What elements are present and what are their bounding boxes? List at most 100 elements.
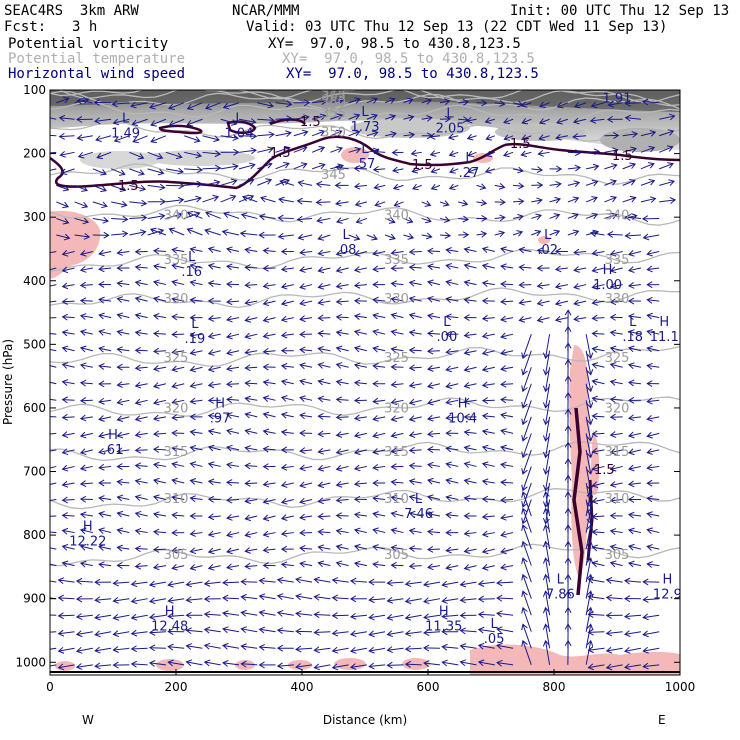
wind-arrow	[171, 429, 185, 437]
wind-arrow	[659, 113, 676, 121]
wind-arrow	[50, 614, 57, 616]
wind-arrow	[189, 262, 203, 270]
wind-arrow	[622, 130, 639, 138]
model-name: SEAC4RS 3km ARW	[4, 3, 139, 19]
wind-arrow	[280, 481, 294, 488]
wind-arrow	[189, 365, 203, 373]
wind-arrow	[390, 264, 404, 272]
wind-arrow	[500, 428, 514, 435]
wind-arrow	[335, 496, 349, 504]
wind-arrow	[61, 396, 75, 404]
wind-arrow	[531, 166, 544, 174]
wind-arrow	[459, 643, 477, 650]
wind-arrow	[147, 151, 164, 160]
wind-arrow	[94, 630, 112, 638]
wind-arrow	[202, 194, 220, 203]
wind-arrow	[609, 396, 623, 404]
wind-arrow	[112, 613, 130, 621]
theta-contour-label: 335	[384, 253, 409, 268]
wind-arrow	[623, 595, 641, 603]
y-tick-label: 500	[23, 337, 46, 351]
wind-arrow	[604, 132, 620, 139]
wind-arrow	[463, 429, 477, 436]
wind-arrow	[189, 331, 203, 339]
wind-arrow	[50, 664, 57, 667]
wind-arrow	[184, 166, 204, 174]
wind-arrow	[481, 397, 495, 404]
wind-arrow	[79, 464, 93, 472]
wind-arrow	[404, 580, 422, 588]
wind-arrow	[167, 612, 185, 620]
wind-arrow	[257, 131, 275, 139]
wind-arrow	[465, 116, 477, 124]
wind-arrow	[61, 431, 75, 439]
wind-arrow	[591, 395, 605, 403]
wind-arrow	[659, 145, 674, 153]
wind-arrow	[299, 544, 313, 552]
wind-arrow	[591, 266, 605, 274]
wind-arrow	[503, 134, 514, 141]
extremum-marker: H	[458, 396, 468, 411]
wind-arrow	[549, 229, 561, 237]
wind-arrow	[221, 229, 240, 236]
extremum-value: 11.35	[425, 619, 462, 634]
wind-arrow	[481, 349, 495, 356]
wind-arrow	[207, 381, 221, 389]
wind-arrow	[56, 217, 70, 225]
wind-arrow	[627, 313, 642, 321]
wind-arrow	[335, 431, 349, 438]
wind-arrow	[353, 182, 367, 190]
wind-arrow	[353, 448, 368, 456]
wind-arrow	[276, 644, 294, 652]
wind-arrow	[171, 348, 185, 356]
wind-arrow	[295, 593, 313, 601]
wind-arrow	[445, 348, 459, 356]
wind-arrow	[426, 347, 440, 355]
wind-arrow	[189, 461, 203, 468]
wind-arrow	[481, 547, 495, 555]
wind-arrow	[646, 312, 660, 320]
wind-arrow	[573, 101, 587, 109]
wind-arrow	[573, 299, 587, 307]
wind-arrow	[334, 181, 349, 189]
wind-arrow	[408, 545, 422, 553]
wind-arrow	[591, 330, 605, 338]
wind-arrow	[484, 117, 495, 124]
wind-arrow	[463, 461, 477, 468]
wind-arrow	[463, 529, 477, 537]
theta-contour-label: 360	[321, 95, 346, 110]
wind-arrow	[403, 233, 415, 240]
wind-arrow	[60, 168, 75, 176]
wind-arrow	[573, 266, 587, 273]
wind-arrow	[485, 150, 495, 158]
wind-arrow	[496, 594, 514, 602]
wind-arrow	[74, 201, 89, 209]
wind-arrow	[111, 230, 129, 238]
wind-arrow	[112, 118, 130, 126]
wind-arrow	[207, 246, 221, 253]
wind-arrow	[459, 580, 477, 588]
wind-arrow	[512, 213, 524, 221]
extremum-value: .00	[437, 330, 458, 345]
wind-arrow	[445, 313, 459, 321]
wind-arrow	[335, 379, 349, 386]
wind-arrow	[207, 397, 221, 404]
extremum-marker: H	[83, 520, 93, 535]
wind-arrow	[244, 428, 258, 435]
wind-arrow	[226, 479, 240, 487]
wind-arrow	[536, 264, 550, 272]
theta-contour	[50, 345, 680, 367]
wind-arrow	[61, 464, 75, 472]
wind-arrow	[521, 491, 532, 517]
wind-arrow	[74, 184, 88, 192]
theta-contour	[50, 90, 680, 111]
wind-arrow	[609, 266, 623, 274]
wind-arrow	[280, 530, 294, 537]
wind-arrow	[207, 513, 221, 521]
wind-arrow	[496, 642, 514, 650]
x-tick-label: 800	[543, 680, 566, 694]
wind-arrow	[317, 330, 331, 338]
wind-arrow	[403, 217, 414, 224]
extremum-marker: L	[361, 105, 369, 120]
wind-arrow	[134, 364, 148, 372]
